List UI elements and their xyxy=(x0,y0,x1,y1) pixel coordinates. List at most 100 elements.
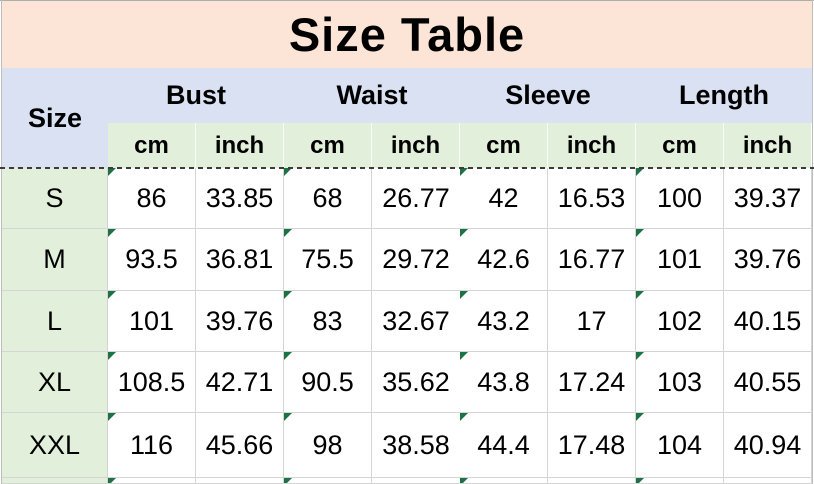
text-flag-icon xyxy=(460,413,468,421)
page-break-line xyxy=(0,167,814,169)
cell-xxl-length-inch: 40.94 xyxy=(724,413,812,478)
text-flag-icon xyxy=(636,352,644,360)
cell-s-length-inch: 39.37 xyxy=(724,168,812,229)
cell-xxl-waist-inch: 38.58 xyxy=(372,413,460,478)
cell-l-length-cm: 102 xyxy=(636,291,724,352)
header-waist: Waist xyxy=(284,68,460,123)
cell-value: 29.72 xyxy=(382,244,450,274)
cell-m-waist-inch: 29.72 xyxy=(372,229,460,291)
page-title: Size Table xyxy=(2,1,812,68)
text-flag-icon xyxy=(108,413,116,421)
text-flag-icon xyxy=(284,168,292,176)
cell-xxl-bust-inch: 45.66 xyxy=(196,413,284,478)
text-flag-icon xyxy=(636,478,644,483)
text-flag-icon xyxy=(108,229,116,237)
cell-s-waist-cm: 68 xyxy=(284,168,372,229)
cell-size-l: L xyxy=(2,291,108,352)
cell-xxl-waist-cm: 98 xyxy=(284,413,372,478)
cell-l-waist-inch: 32.67 xyxy=(372,291,460,352)
header-waist-inch: inch xyxy=(372,123,460,168)
text-flag-icon xyxy=(284,229,292,237)
cell-value: 39.37 xyxy=(733,182,802,213)
cell-l-bust-inch: 39.76 xyxy=(196,291,284,352)
cell-partial-length-inch xyxy=(724,478,812,484)
cell-xl-bust-cm: 108.5 xyxy=(108,352,196,413)
cell-l-sleeve-inch: 17 xyxy=(548,291,636,352)
cell-xl-sleeve-cm: 43.8 xyxy=(460,352,548,413)
cell-value: 16.53 xyxy=(557,182,626,213)
header-sleeve-cm: cm xyxy=(460,123,548,168)
cell-value: 38.58 xyxy=(382,429,450,460)
cell-s-length-cm: 100 xyxy=(636,168,724,229)
text-flag-icon xyxy=(636,413,644,421)
cell-partial-bust-inch xyxy=(196,478,284,484)
cell-m-sleeve-inch: 16.77 xyxy=(548,229,636,291)
header-bust-cm: cm xyxy=(108,123,196,168)
cell-value: 90.5 xyxy=(301,366,354,397)
text-flag-icon xyxy=(460,229,468,237)
cell-value: 43.2 xyxy=(477,305,530,336)
cell-value: 17.48 xyxy=(557,429,626,460)
text-flag-icon xyxy=(460,291,468,299)
cell-xl-length-cm: 103 xyxy=(636,352,724,413)
cell-xl-sleeve-inch: 17.24 xyxy=(548,352,636,413)
cell-value: 39.76 xyxy=(733,244,802,274)
cell-value: 116 xyxy=(129,429,174,460)
cell-xl-bust-inch: 42.71 xyxy=(196,352,284,413)
cell-value: 103 xyxy=(656,366,703,397)
cell-l-sleeve-cm: 43.2 xyxy=(460,291,548,352)
cell-m-bust-cm: 93.5 xyxy=(108,229,196,291)
text-flag-icon xyxy=(284,478,292,483)
cell-s-sleeve-cm: 42 xyxy=(460,168,548,229)
cell-l-bust-cm: 101 xyxy=(108,291,196,352)
cell-value: 100 xyxy=(656,182,703,213)
cell-value: 35.62 xyxy=(382,366,450,397)
cell-m-bust-inch: 36.81 xyxy=(196,229,284,291)
cell-s-bust-inch: 33.85 xyxy=(196,168,284,229)
text-flag-icon xyxy=(108,291,116,299)
cell-s-bust-cm: 86 xyxy=(108,168,196,229)
cell-value: 83 xyxy=(312,305,343,336)
cell-value: 86 xyxy=(136,182,167,213)
header-length: Length xyxy=(636,68,812,123)
cell-value: 40.55 xyxy=(733,366,802,397)
cell-partial-waist-inch xyxy=(372,478,460,484)
cell-size-m: M xyxy=(2,229,108,291)
header-sleeve-inch: inch xyxy=(548,123,636,168)
header-bust: Bust xyxy=(108,68,284,123)
cell-value: 108.5 xyxy=(117,366,186,397)
header-waist-cm: cm xyxy=(284,123,372,168)
text-flag-icon xyxy=(284,352,292,360)
text-flag-icon xyxy=(108,352,116,360)
header-sleeve: Sleeve xyxy=(460,68,636,123)
cell-partial-bust-cm xyxy=(108,478,196,484)
cell-size-xxl: XXL xyxy=(2,413,108,478)
header-length-inch: inch xyxy=(724,123,812,168)
cell-value: 40.94 xyxy=(733,429,802,460)
cell-value: 43.8 xyxy=(477,366,530,397)
cell-value: 39.76 xyxy=(205,305,274,336)
cell-partial-sleeve-inch xyxy=(548,478,636,484)
cell-xxl-sleeve-inch: 17.48 xyxy=(548,413,636,478)
cell-value: 68 xyxy=(312,182,343,213)
cell-value: 40.15 xyxy=(733,305,802,336)
header-size: Size xyxy=(2,68,108,168)
cell-value: 42.6 xyxy=(477,244,530,274)
text-flag-icon xyxy=(636,229,644,237)
cell-value: 45.66 xyxy=(205,429,274,460)
cell-value: 93.5 xyxy=(125,244,178,274)
cell-m-length-cm: 101 xyxy=(636,229,724,291)
cell-xxl-bust-cm: 116 xyxy=(108,413,196,478)
cell-l-length-inch: 40.15 xyxy=(724,291,812,352)
cell-size-xl: XL xyxy=(2,352,108,413)
cell-partial-sleeve-cm xyxy=(460,478,548,484)
text-flag-icon xyxy=(284,291,292,299)
cell-value: 75.5 xyxy=(301,244,354,274)
cell-s-sleeve-inch: 16.53 xyxy=(548,168,636,229)
cell-value: 17 xyxy=(576,305,607,336)
cell-value: 36.81 xyxy=(205,244,274,274)
text-flag-icon xyxy=(636,291,644,299)
cell-m-waist-cm: 75.5 xyxy=(284,229,372,291)
cell-value: 104 xyxy=(656,429,703,460)
